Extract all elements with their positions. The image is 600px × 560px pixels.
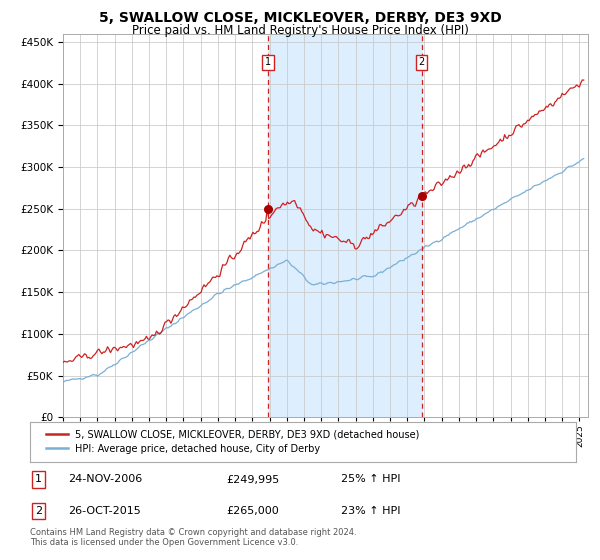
Text: Price paid vs. HM Land Registry's House Price Index (HPI): Price paid vs. HM Land Registry's House … [131,24,469,36]
Text: 5, SWALLOW CLOSE, MICKLEOVER, DERBY, DE3 9XD: 5, SWALLOW CLOSE, MICKLEOVER, DERBY, DE3… [98,11,502,25]
Text: 24-NOV-2006: 24-NOV-2006 [68,474,142,484]
Bar [268,34,422,417]
Text: 2: 2 [418,57,425,67]
Text: 2: 2 [35,506,42,516]
Text: 1: 1 [35,474,41,484]
Legend: 5, SWALLOW CLOSE, MICKLEOVER, DERBY, DE3 9XD (detached house), HPI: Average pric: 5, SWALLOW CLOSE, MICKLEOVER, DERBY, DE3… [40,424,425,460]
Text: 1: 1 [265,57,271,67]
Text: 26-OCT-2015: 26-OCT-2015 [68,506,141,516]
Text: £265,000: £265,000 [227,506,280,516]
Text: £249,995: £249,995 [227,474,280,484]
Text: 23% ↑ HPI: 23% ↑ HPI [341,506,401,516]
Text: Contains HM Land Registry data © Crown copyright and database right 2024.
This d: Contains HM Land Registry data © Crown c… [30,528,356,547]
Text: 25% ↑ HPI: 25% ↑ HPI [341,474,401,484]
